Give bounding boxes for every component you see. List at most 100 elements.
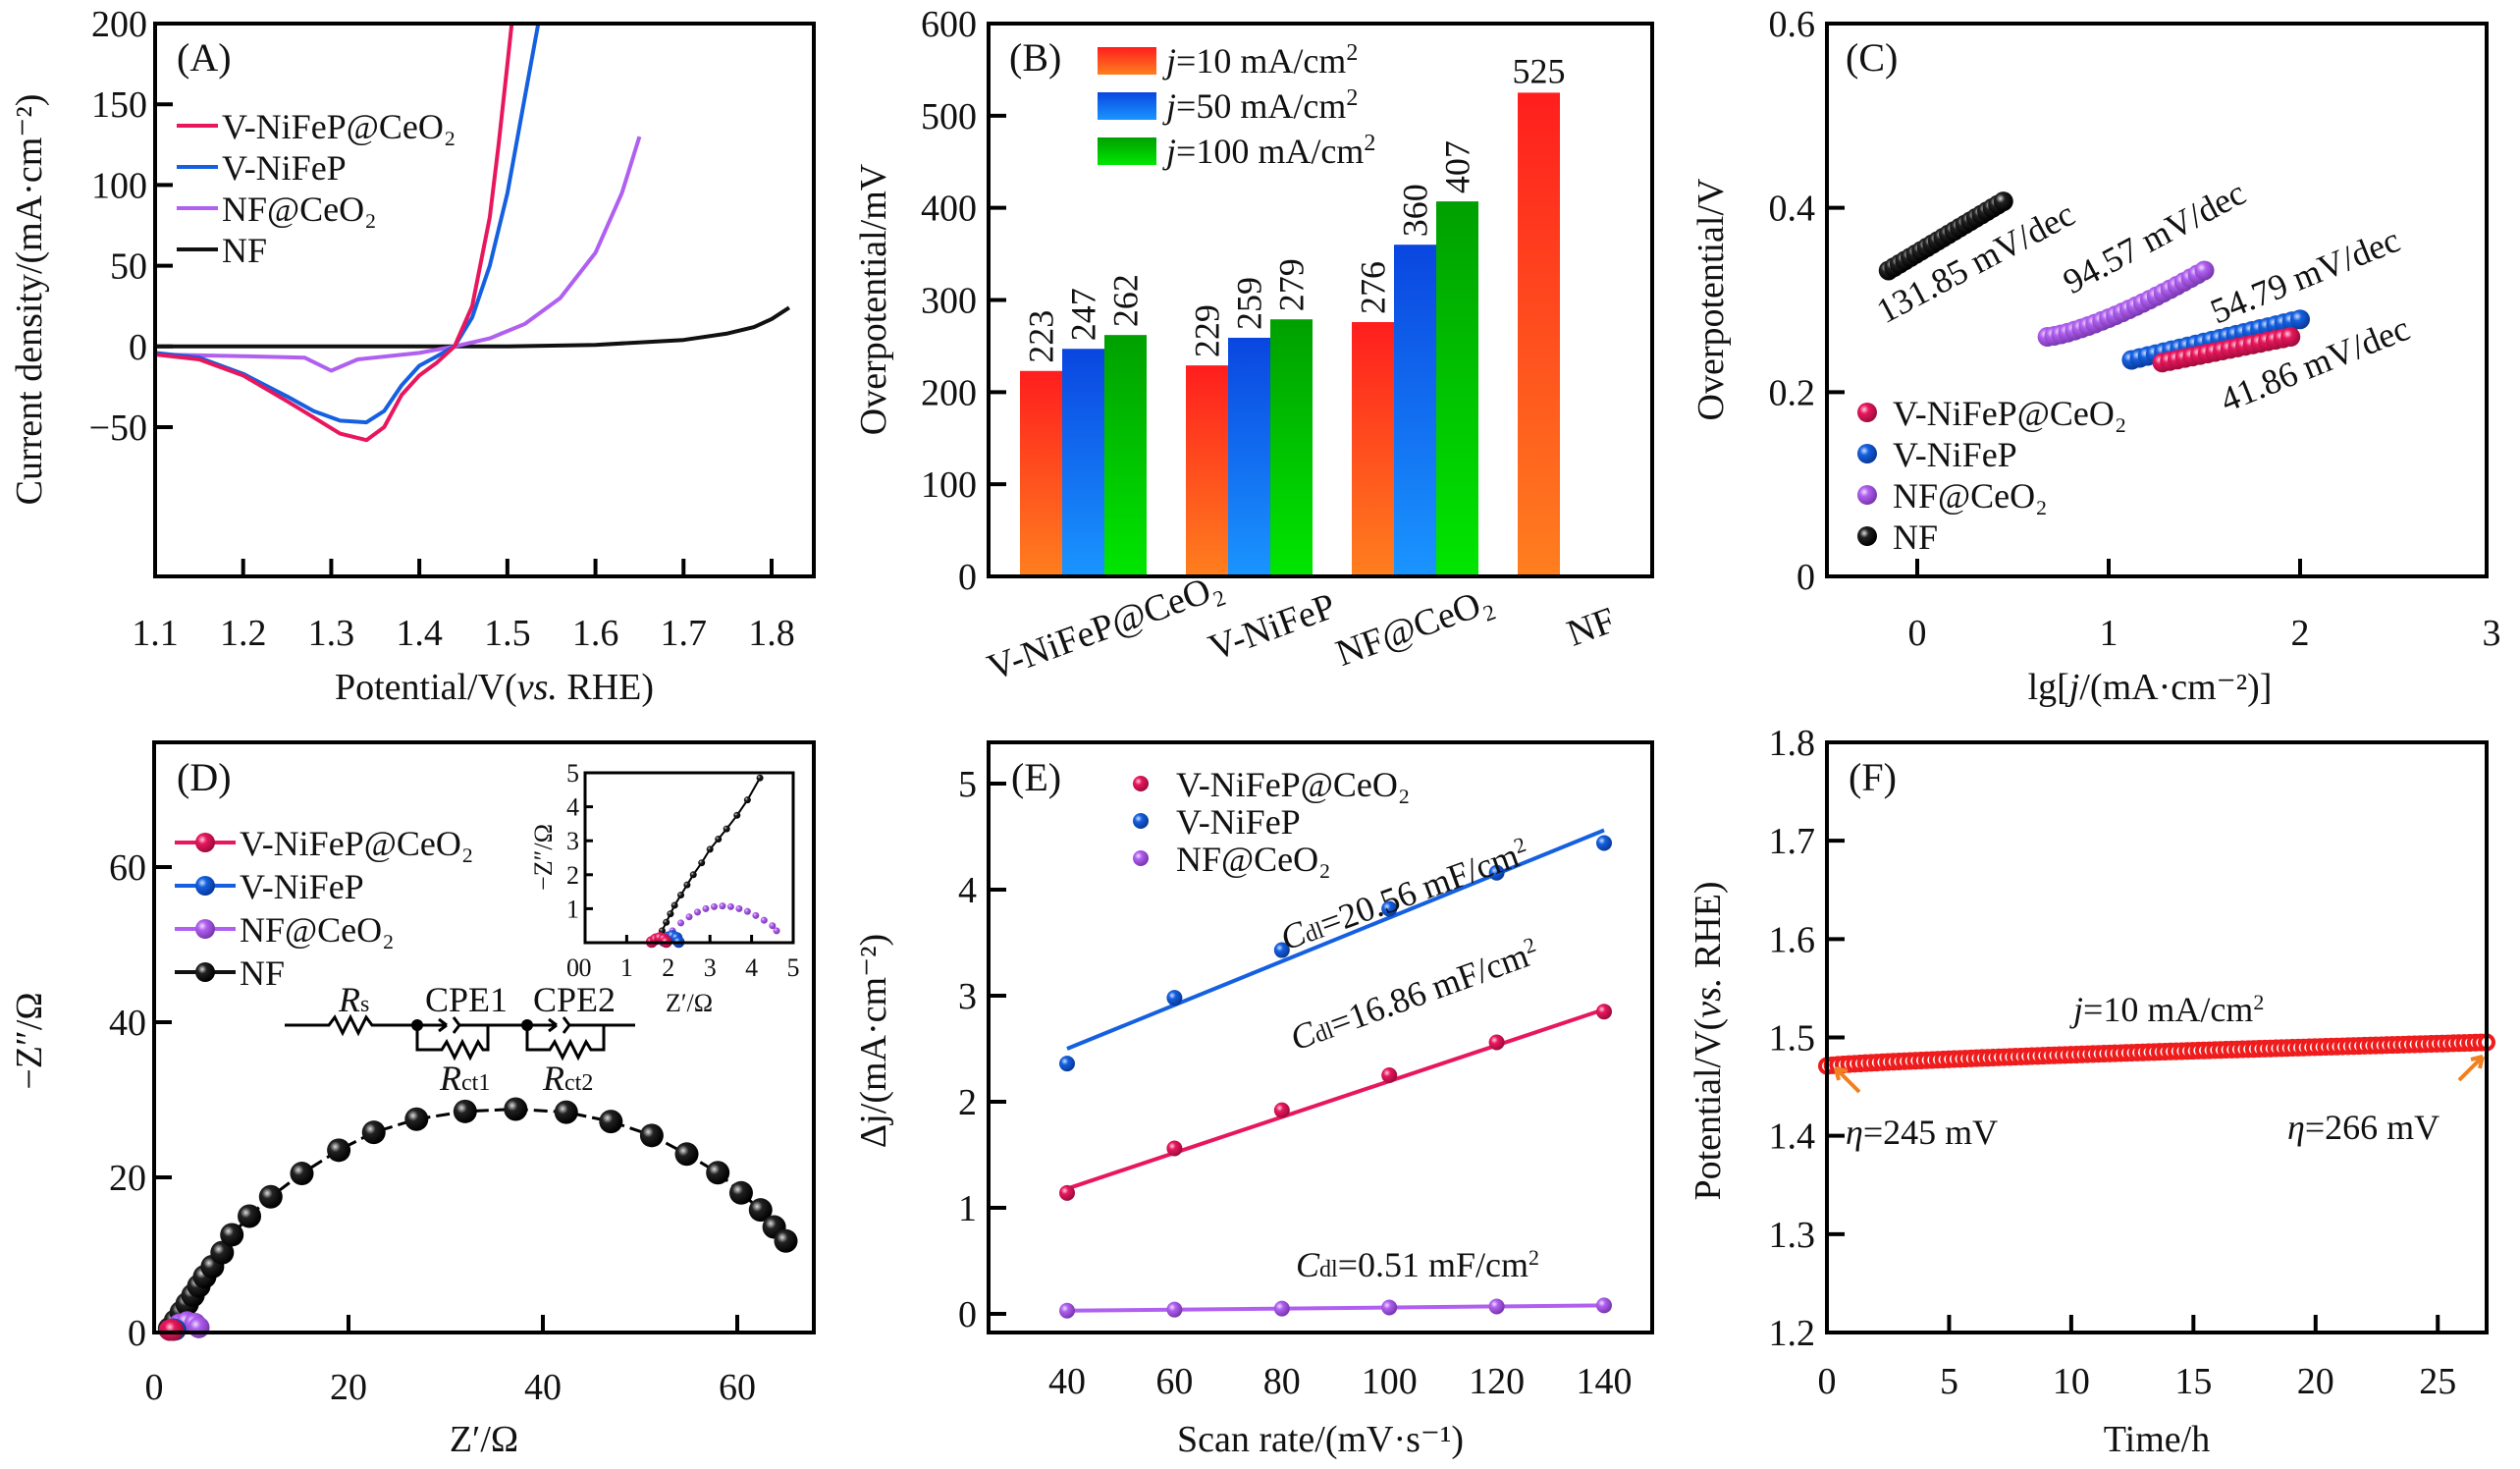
y-tick-label: 20: [109, 1158, 146, 1199]
legend-marker: [195, 876, 215, 896]
start-overpotential-label: η=245 mV: [1846, 1113, 1998, 1152]
inset-x-tick-label: 1: [620, 953, 633, 982]
legend-marker: [195, 833, 215, 852]
x-tick-label: 1.3: [308, 613, 355, 654]
data-point: [1273, 942, 1290, 958]
legend-label: j=50 mA/cm2: [1162, 85, 1358, 126]
bar-value-label: 276: [1354, 261, 1393, 314]
x-tick-label: 1.8: [748, 613, 795, 654]
x-tick-label: 25: [2419, 1361, 2456, 1402]
legend-label: NF: [1893, 517, 1938, 557]
x-tick-label: 5: [1940, 1361, 1958, 1402]
text-span: s: [360, 992, 369, 1017]
legend-marker: [195, 962, 215, 982]
circuit-label-rct1: Rct1: [439, 1059, 490, 1098]
category-label: V-NiFeP@CeO₂: [982, 566, 1228, 689]
arrow-start: [1834, 1066, 1861, 1094]
y-tick-label: 4: [958, 870, 977, 911]
resistor-rs: [285, 1013, 417, 1037]
inset-data-point: [743, 796, 751, 804]
text-span: =266 mV: [2305, 1108, 2440, 1147]
x-axis-label: Z′/Ω: [450, 1419, 518, 1460]
legend-label: V-NiFeP: [222, 148, 347, 188]
inset-x-tick-label: 3: [704, 953, 717, 982]
y-tick-label: 50: [110, 246, 147, 288]
legend-marker: [1133, 813, 1149, 829]
legend-swatch: [1098, 47, 1156, 75]
data-point: [404, 1107, 429, 1131]
data-point: [2280, 327, 2301, 348]
x-tick-label: 1.6: [572, 613, 619, 654]
y-tick-label: 1.5: [1769, 1018, 1816, 1060]
panel-label: (C): [1846, 35, 1898, 80]
legend-label: V-NiFeP@CeO₂: [1176, 765, 1410, 804]
legend-marker: [1133, 776, 1149, 791]
inset-y-tick-label: 1: [566, 895, 579, 923]
data-point: [1059, 1302, 1075, 1319]
panel-label: (B): [1009, 35, 1061, 80]
text-span: =245 mV: [1863, 1113, 1998, 1152]
inset-y-tick-label: 3: [566, 827, 579, 855]
plot-frame: [1825, 740, 2489, 1334]
text-span: vs.: [517, 667, 558, 708]
inset-x-tick-label: 0: [579, 953, 592, 982]
panel-label: (D): [177, 755, 232, 799]
category-label: NF@CeO₂: [1330, 580, 1498, 675]
legend-label: j=10 mA/cm2: [1162, 40, 1358, 81]
bar: [1270, 319, 1313, 576]
legend-label: V-NiFeP: [240, 867, 364, 906]
text-span: R: [338, 980, 360, 1019]
text-span: =10 mA/cm: [1176, 41, 1346, 81]
legend-label: j=100 mA/cm2: [1162, 131, 1375, 171]
text-span: Potential/V(: [335, 667, 517, 708]
y-axis-label: Current density/(mA·cm⁻²): [9, 94, 50, 506]
plot-frame: [153, 22, 816, 578]
inset-data-point: [715, 835, 723, 843]
fit-line: [1066, 828, 1605, 1051]
y-tick-label: 1.4: [1769, 1116, 1816, 1158]
series-line-nf: [155, 305, 790, 349]
data-point: [238, 1204, 262, 1228]
bar: [1518, 92, 1560, 576]
data-point: [162, 1319, 185, 1341]
data-point: [554, 1100, 578, 1124]
bar: [1062, 349, 1104, 576]
end-overpotential-label: η=266 mV: [2287, 1108, 2440, 1147]
circuit-label-rs: Rs: [338, 980, 369, 1019]
inset-x-axis-label: Z′/Ω: [666, 989, 713, 1017]
data-point: [1381, 1067, 1398, 1083]
y-tick-label: 0: [128, 1313, 146, 1354]
y-tick-label: 400: [921, 189, 977, 230]
x-axis-label: Potential/V(vs. RHE): [335, 667, 654, 708]
legend-marker: [1857, 444, 1877, 463]
y-axis-label: Overpotential/mV: [853, 163, 894, 435]
inset-data-point: [726, 902, 734, 910]
text-span: =0.51 mF/cm: [1338, 1245, 1528, 1284]
y-tick-label: 150: [91, 84, 147, 126]
y-tick-label: 2: [958, 1082, 977, 1123]
plot-frame: [1825, 22, 2489, 578]
inset-y-tick-label: 4: [566, 793, 579, 822]
series-lines: [155, 24, 790, 443]
data-point: [639, 1123, 664, 1148]
cdl-label: Cdl=16.86 mF/cm2: [1285, 931, 1544, 1058]
inset-y-tick-label: 2: [566, 861, 579, 890]
legend-swatch: [1098, 92, 1156, 120]
inset-data-point: [677, 919, 685, 927]
text-span: C: [1296, 1245, 1320, 1284]
data-point: [1596, 835, 1612, 851]
x-tick-label: 60: [719, 1367, 756, 1408]
legend-label: V-NiFeP: [1893, 435, 2017, 474]
legend-label: NF@CeO₂: [1176, 840, 1331, 879]
y-tick-label: 200: [921, 372, 977, 413]
x-tick-label: 20: [330, 1367, 367, 1408]
inset-data-point: [760, 916, 768, 924]
y-tick-label: 1.7: [1769, 821, 1816, 862]
data-point: [774, 1228, 798, 1253]
y-tick-label: 100: [91, 165, 147, 206]
panel-f-stability-chart: 0 5 10 15 20 25 1.2 1.3 1.4 1.5 1.6 1.7 1.8 (F) j=10 m…: [1688, 723, 2495, 1460]
bar-value-label: 279: [1272, 258, 1312, 311]
legend-marker: [195, 919, 215, 939]
inset-data-point: [743, 907, 751, 915]
inset-data-point: [667, 910, 674, 918]
